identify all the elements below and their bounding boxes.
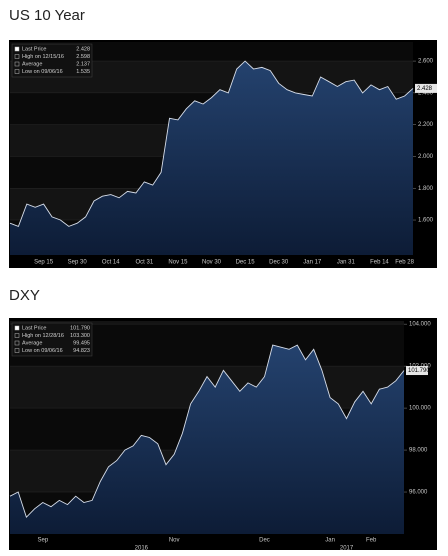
legend-label: Low on 09/06/16 [22, 69, 63, 75]
last-price-box [415, 83, 437, 93]
x-tick-label: Feb 14 [370, 260, 389, 266]
legend-icon [14, 69, 20, 74]
x-tick-label: Dec 15 [236, 260, 256, 266]
legend-icon [14, 54, 20, 59]
y-tick-label: 104.000 [409, 322, 431, 328]
x-tick-label: Oct 31 [135, 260, 153, 266]
legend-icon [14, 333, 20, 338]
last-price-label: 2.428 [417, 86, 433, 92]
chart-title: DXY [9, 287, 40, 304]
y-tick-label: 2.600 [418, 59, 434, 65]
legend-label: Last Price [22, 325, 46, 331]
legend-value: 101.790 [70, 325, 90, 331]
x-tick-label: Oct 14 [102, 260, 120, 266]
legend-value: 99.495 [73, 340, 90, 346]
x-tick-label: Jan 31 [337, 260, 356, 266]
x-tick-label: Nov 30 [202, 260, 222, 266]
legend-icon [14, 348, 20, 353]
band [10, 42, 413, 62]
chart-title: US 10 Year [9, 7, 85, 24]
legend-label: High on 12/15/16 [22, 54, 64, 60]
x-tick-label: Nov 15 [168, 260, 188, 266]
y-tick-label: 1.800 [418, 186, 434, 192]
legend-label: Average [22, 61, 42, 67]
x-tick-label: Dec 30 [269, 260, 289, 266]
x-tick-label: Jan [325, 538, 335, 544]
x-group-label: 2016 [135, 546, 149, 552]
y-tick-label: 1.600 [418, 218, 434, 224]
legend-value: 103.300 [70, 333, 90, 339]
x-group-label: 2017 [340, 546, 354, 552]
x-tick-label: Sep 30 [68, 260, 88, 266]
legend-label: High on 12/28/16 [22, 333, 64, 339]
legend-label: Last Price [22, 46, 46, 52]
y-tick-label: 2.200 [418, 122, 434, 128]
x-tick-label: Feb 28 [395, 260, 414, 266]
area-fill [10, 345, 404, 534]
legend-value: 94.823 [73, 348, 90, 354]
x-tick-label: Dec [259, 538, 270, 544]
x-tick-label: Feb [366, 538, 377, 544]
legend-value: 2.598 [76, 54, 90, 60]
legend-box [11, 322, 93, 357]
legend-icon [14, 340, 20, 346]
x-tick-label: Nov [169, 538, 180, 544]
y-tick-label: 98.000 [409, 448, 428, 454]
legend-label: Low on 09/06/16 [22, 348, 63, 354]
legend-box [11, 43, 93, 78]
y-tick-label: 96.000 [409, 490, 428, 496]
last-price-label: 101.790 [408, 368, 430, 374]
legend-label: Average [22, 340, 42, 346]
x-tick-label: Jan 17 [303, 260, 322, 266]
y-tick-label: 2.400 [418, 90, 434, 96]
last-price-box [406, 366, 428, 376]
area-fill [10, 61, 413, 255]
x-tick-label: Sep [37, 538, 48, 544]
y-tick-label: 2.000 [418, 154, 434, 160]
legend-icon [14, 46, 20, 52]
legend-value: 2.137 [76, 61, 90, 67]
band [10, 321, 404, 325]
legend-value: 1.535 [76, 69, 90, 75]
legend-icon [14, 61, 20, 67]
price-line [9, 60, 414, 227]
price-line [9, 344, 405, 519]
legend-value: 2.428 [76, 46, 90, 52]
x-tick-label: Sep 15 [34, 260, 54, 266]
legend-icon [14, 325, 20, 331]
y-tick-label: 100.000 [409, 406, 431, 412]
